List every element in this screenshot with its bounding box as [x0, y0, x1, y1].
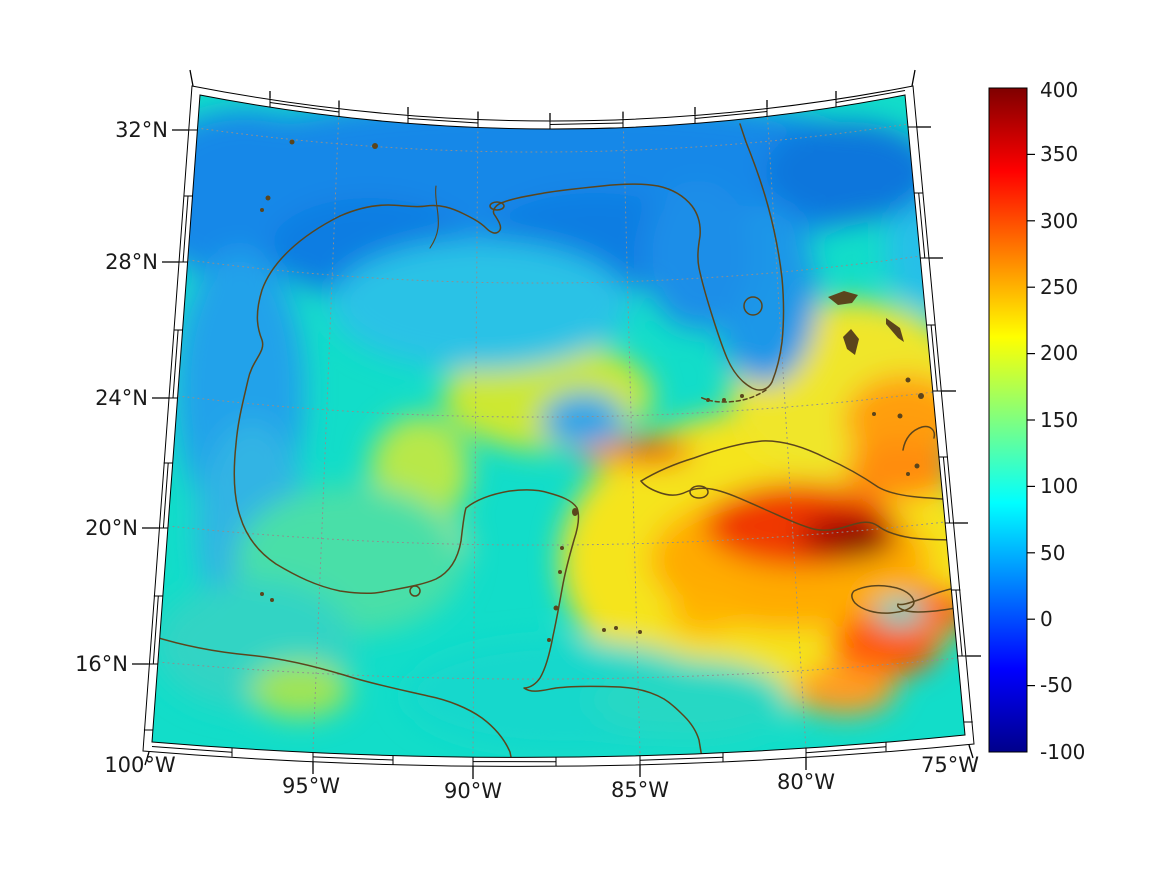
colorbar-tick-label: 350 [1040, 142, 1078, 166]
lat-axis: 32°N 28°N 24°N 20°N 16°N [75, 118, 168, 676]
colorbar-labels: 400 350 300 250 200 150 100 50 0 -50 -10… [1040, 78, 1085, 764]
lat-tick-label: 32°N [115, 118, 168, 142]
colorbar-tick-label: 250 [1040, 275, 1078, 299]
lon-tick-label: 100°W [104, 753, 176, 777]
colorbar-tick-label: -50 [1040, 673, 1073, 697]
colorbar-gradient [988, 87, 1028, 753]
colorbar-tick-label: -100 [1040, 740, 1085, 764]
lon-tick-label: 75°W [921, 753, 979, 777]
map-area [152, 95, 965, 758]
heat-field [152, 97, 965, 750]
colorbar-tick-label: 50 [1040, 541, 1065, 565]
lat-tick-label: 20°N [85, 516, 138, 540]
lon-tick-label: 85°W [611, 778, 669, 802]
lat-tick-label: 28°N [105, 250, 158, 274]
coastlines [152, 123, 965, 758]
island-specks [260, 139, 924, 642]
colorbar-tick-label: 150 [1040, 408, 1078, 432]
frame-segments [143, 90, 973, 767]
lat-tick-label: 24°N [95, 386, 148, 410]
colorbar-tick-label: 400 [1040, 78, 1078, 102]
axis-ticks [132, 69, 981, 779]
lon-axis: 100°W 95°W 90°W 85°W 80°W 75°W [104, 753, 979, 803]
colorbar: 400 350 300 250 200 150 100 50 0 -50 -10… [988, 78, 1085, 764]
lon-tick-label: 95°W [282, 774, 340, 798]
colorbar-tick-label: 100 [1040, 474, 1078, 498]
map-inner-frame [151, 94, 966, 758]
colorbar-ticks [1027, 153, 1035, 687]
lat-tick-label: 16°N [75, 652, 128, 676]
lon-tick-label: 90°W [444, 779, 502, 803]
colorbar-tick-label: 300 [1040, 209, 1078, 233]
colorbar-tick-label: 0 [1040, 607, 1053, 631]
graticule [157, 107, 959, 755]
colorbar-tick-label: 200 [1040, 341, 1078, 365]
lon-tick-label: 80°W [777, 770, 835, 794]
